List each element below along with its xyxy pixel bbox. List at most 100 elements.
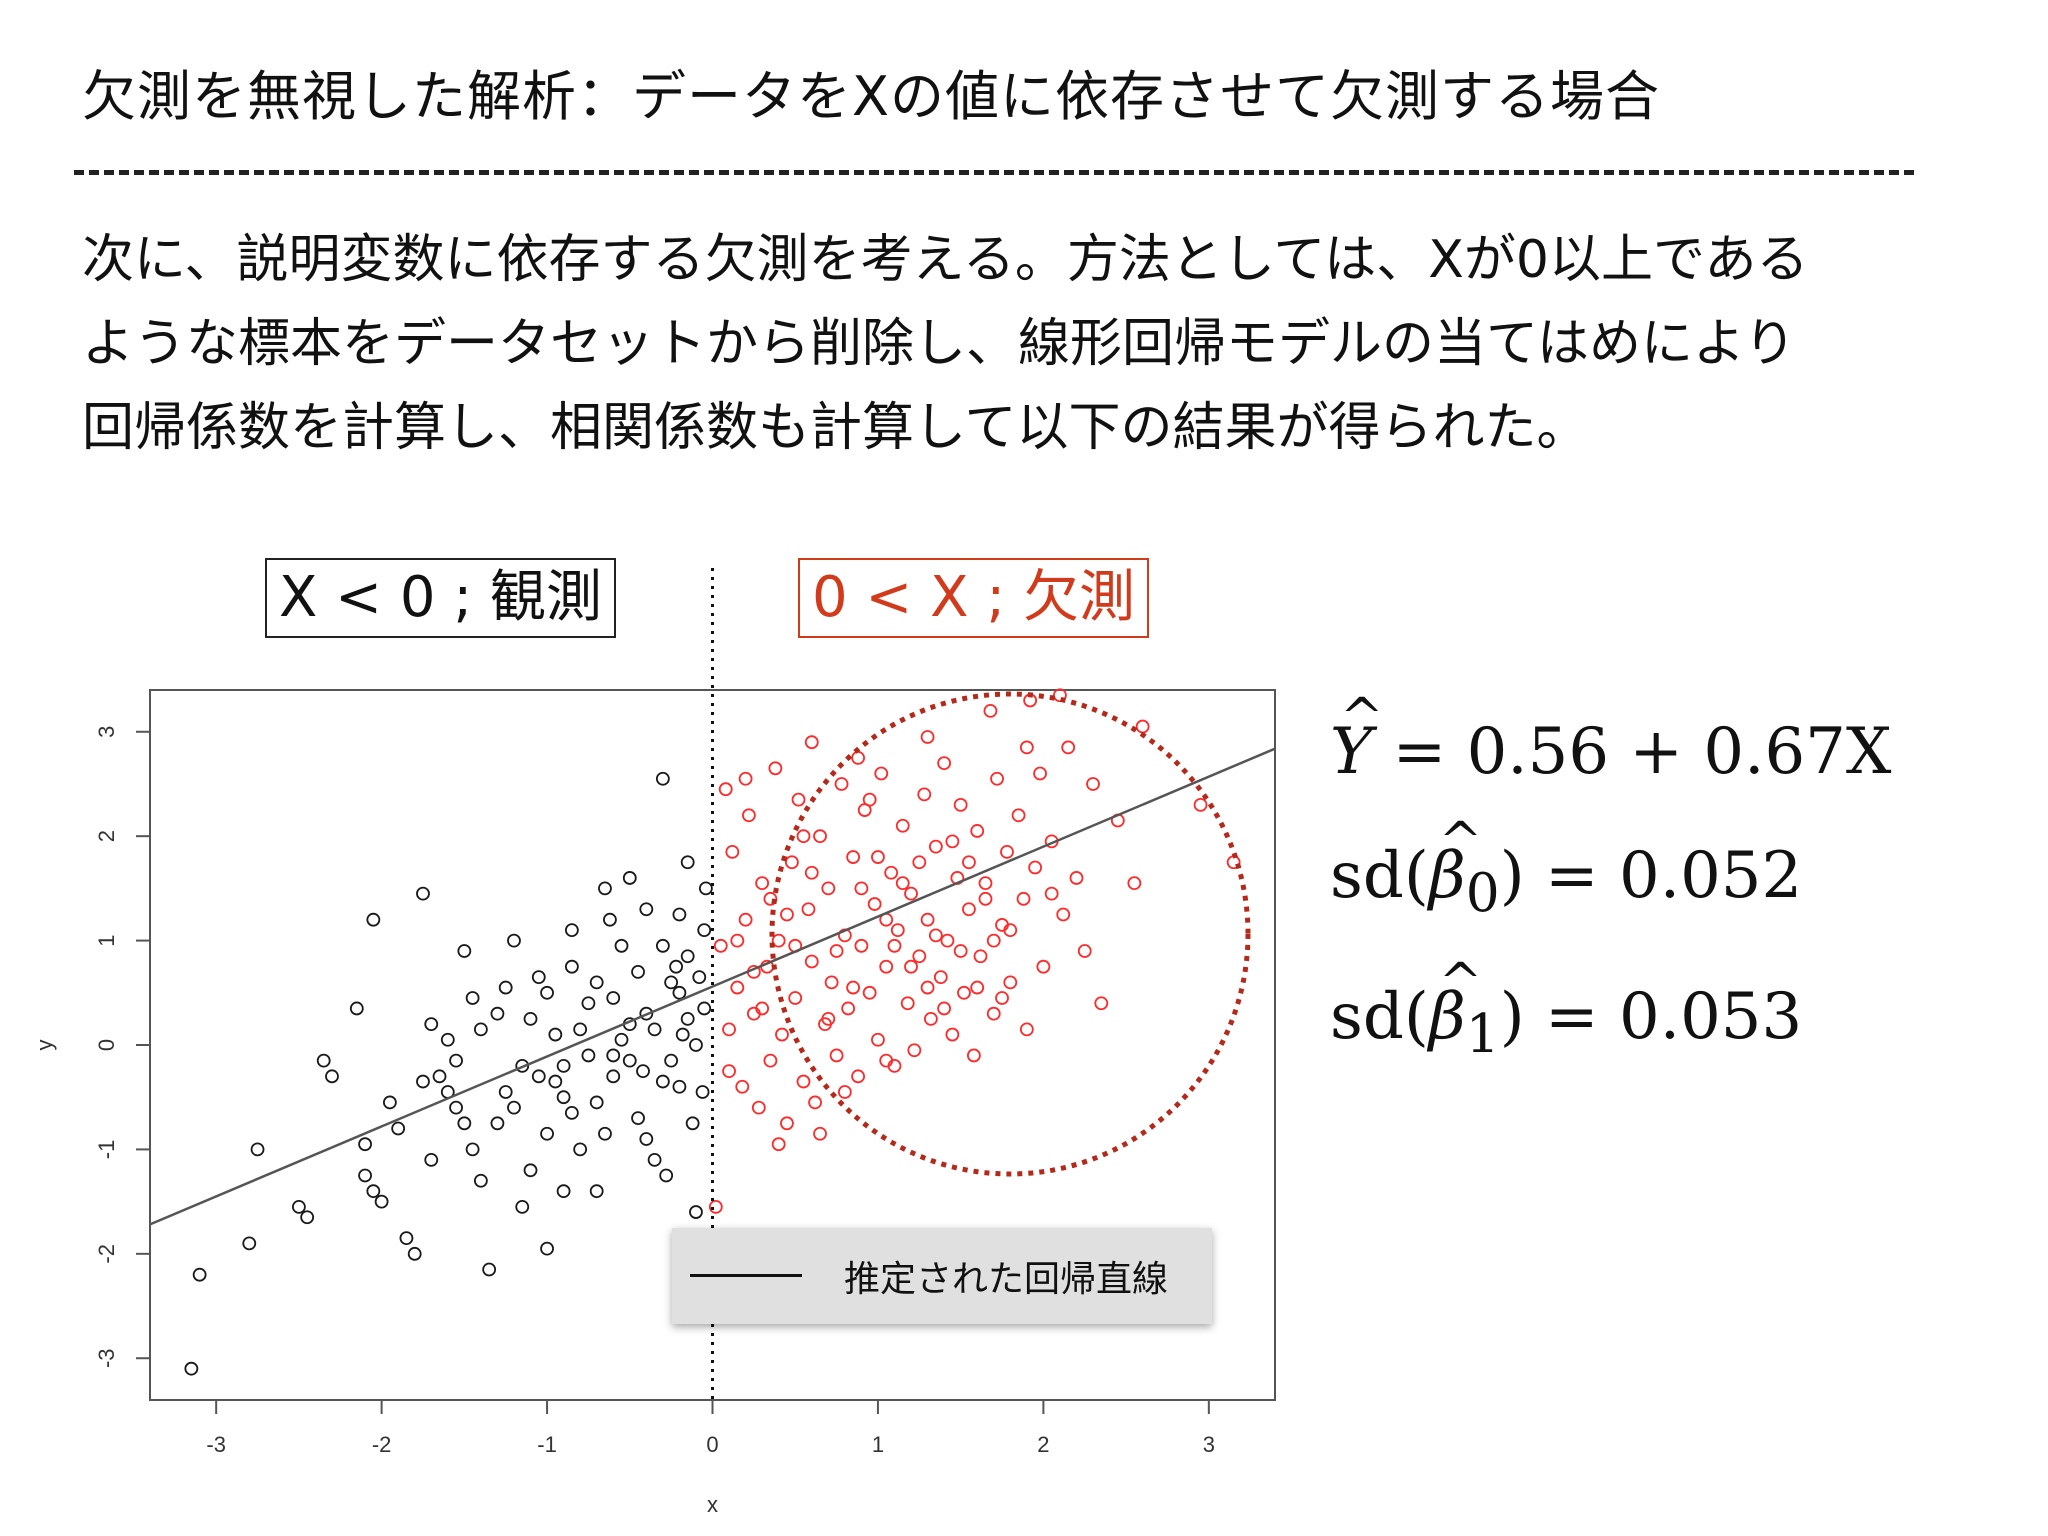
- observed-point: [639, 1132, 654, 1146]
- x-tick-label: 2: [1037, 1432, 1049, 1457]
- equation-3-rhs: ) = 0.053: [1499, 979, 1803, 1054]
- equation-1-rhs: = 0.56 + 0.67X: [1372, 715, 1892, 789]
- missing-point: [841, 1001, 856, 1016]
- observed-point: [366, 1184, 381, 1199]
- observed-point: [556, 1184, 571, 1199]
- missing-point: [962, 855, 976, 870]
- observed-point: [589, 1184, 604, 1199]
- missing-point: [928, 928, 943, 943]
- missing-point: [837, 1085, 852, 1099]
- observed-point: [573, 1142, 588, 1157]
- observed-point: [531, 970, 546, 985]
- observed-point: [636, 1064, 650, 1079]
- missing-point: [829, 944, 844, 958]
- missing-point: [768, 761, 783, 776]
- missing-point: [884, 865, 899, 880]
- missing-point: [928, 839, 943, 854]
- observed-point: [349, 1001, 364, 1016]
- missing-point: [854, 881, 869, 896]
- observed-point: [631, 965, 645, 979]
- missing-point: [900, 996, 915, 1011]
- missing-point: [708, 1199, 723, 1214]
- observed-point: [655, 771, 670, 786]
- missing-point: [722, 1022, 736, 1037]
- observed-point: [669, 959, 684, 974]
- observed-point: [399, 1231, 414, 1246]
- observed-point: [564, 1105, 579, 1120]
- observed-point: [507, 1100, 521, 1115]
- x-tick-label: 0: [706, 1432, 718, 1457]
- observed-point: [581, 1048, 596, 1063]
- missing-point: [879, 959, 894, 974]
- missing-point: [920, 912, 935, 927]
- beta-hat-1: β: [1429, 921, 1483, 1079]
- observed-point: [300, 1210, 315, 1225]
- y-tick-label: 3: [94, 726, 119, 738]
- observed-point: [672, 1079, 687, 1094]
- missing-point: [718, 782, 733, 797]
- missing-point: [966, 1048, 981, 1063]
- observed-point: [689, 1038, 703, 1052]
- missing-label: 0 < X ; 欠測: [798, 558, 1149, 638]
- observed-point: [603, 912, 617, 927]
- observed-point: [680, 855, 695, 870]
- sd-prefix-2: sd(: [1330, 979, 1429, 1054]
- missing-point: [1016, 891, 1031, 906]
- x-tick-label: 1: [872, 1432, 884, 1457]
- observed-point: [424, 1152, 439, 1167]
- missing-point: [970, 824, 985, 838]
- missing-point: [1003, 923, 1018, 938]
- observed-point: [589, 975, 604, 990]
- missing-point: [741, 808, 756, 823]
- missing-point: [834, 777, 849, 791]
- missing-point: [945, 1027, 960, 1042]
- missing-point: [970, 980, 985, 995]
- observed-point: [548, 1027, 563, 1042]
- title-divider: [74, 170, 1914, 175]
- observed-point: [672, 907, 687, 922]
- observed-point: [698, 881, 713, 896]
- observed-point: [647, 1022, 662, 1037]
- missing-point: [895, 818, 910, 833]
- missing-point: [912, 855, 927, 870]
- missing-point: [846, 980, 861, 995]
- missing-point: [808, 1095, 822, 1110]
- observed-point: [440, 1032, 455, 1047]
- observed-point: [540, 1241, 554, 1256]
- missing-point: [1033, 766, 1047, 781]
- beta-hat-0: β: [1429, 780, 1483, 938]
- observed-point: [325, 1069, 339, 1084]
- missing-point: [785, 855, 799, 870]
- observed-point: [548, 1074, 563, 1089]
- observed-point: [639, 1006, 654, 1021]
- observed-point: [606, 991, 621, 1005]
- observed-point: [416, 886, 430, 901]
- observed-point: [184, 1361, 199, 1376]
- missing-point: [725, 844, 740, 859]
- missing-point: [763, 1053, 778, 1068]
- missing-point: [813, 1126, 827, 1141]
- missing-point: [867, 897, 882, 911]
- missing-point: [1069, 871, 1084, 885]
- missing-point: [995, 991, 1009, 1005]
- missing-point: [771, 1137, 786, 1152]
- observed-point: [291, 1199, 306, 1214]
- missing-point: [804, 954, 819, 969]
- missing-point: [986, 933, 1001, 948]
- missing-point: [738, 771, 753, 786]
- observed-point: [250, 1142, 265, 1157]
- missing-point: [871, 1032, 885, 1047]
- observed-point: [391, 1121, 406, 1136]
- observed-point: [424, 1017, 439, 1032]
- observed-point: [581, 996, 596, 1011]
- missing-point: [887, 938, 902, 953]
- missing-point: [821, 1011, 836, 1026]
- missing-point: [1028, 860, 1043, 875]
- observed-point: [432, 1069, 447, 1084]
- observed-point: [316, 1053, 331, 1068]
- missing-point: [755, 1001, 770, 1016]
- observed-point: [490, 1116, 505, 1131]
- missing-point: [730, 980, 745, 995]
- observed-point: [598, 881, 612, 896]
- observed-point: [523, 1163, 538, 1178]
